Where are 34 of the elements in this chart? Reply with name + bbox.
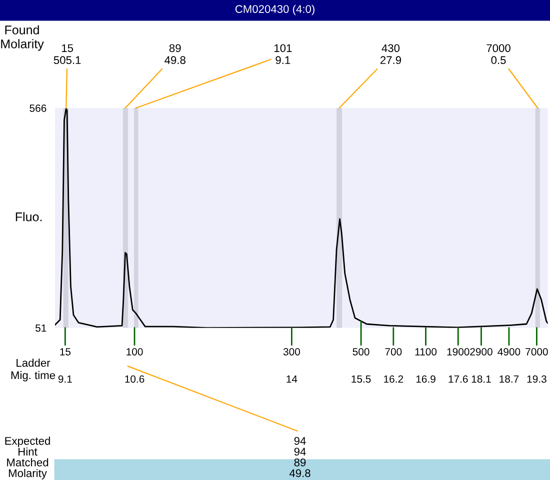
chart-title: CM020430 (4:0)	[235, 4, 314, 16]
annotation: 430 27.9	[380, 44, 402, 64]
annotation: 7000	[526, 348, 548, 356]
x-tick-label: 15.5	[352, 375, 371, 383]
annotation: 700	[385, 348, 402, 356]
x-tick-label: 14	[286, 375, 298, 383]
text: 94 94 89 49.8	[289, 436, 310, 478]
annotation: 7000 0.5	[486, 44, 510, 64]
x-tick-label: 9.1	[58, 375, 72, 383]
annotation: 500	[352, 348, 370, 356]
annotation: 100	[126, 348, 143, 356]
x-tick-label: 16.9	[416, 375, 436, 383]
x-tick-label: 18.7	[500, 375, 519, 383]
x-tick-label: 16.2	[384, 375, 404, 383]
annotation: 15 505.1	[54, 44, 81, 64]
text: Expected Hint Matched Molarity	[5, 436, 50, 480]
annotation: 2900	[470, 348, 492, 356]
y-tick-label: 51	[36, 324, 46, 332]
annotation: 4900	[498, 348, 520, 356]
line-series	[55, 108, 548, 328]
annotation: 1900	[447, 348, 470, 356]
x-tick-label: 10.6	[125, 375, 144, 383]
annotation: 15	[60, 348, 71, 356]
annotation: 101 9.1	[274, 44, 292, 64]
text: Found Molarity	[1, 25, 44, 51]
annotation: 1100	[415, 348, 437, 356]
annotation: 89 49.8	[164, 44, 186, 64]
annotation: 300	[283, 348, 300, 356]
y-tick-label: 566	[30, 104, 46, 112]
x-tick-label: 18.1	[472, 375, 491, 383]
x-tick-label: 17.6	[448, 375, 468, 383]
text: Ladder Mig. time	[11, 358, 56, 382]
x-tick-label: 19.3	[527, 375, 546, 383]
y-axis-title: Fluo.	[16, 212, 42, 222]
